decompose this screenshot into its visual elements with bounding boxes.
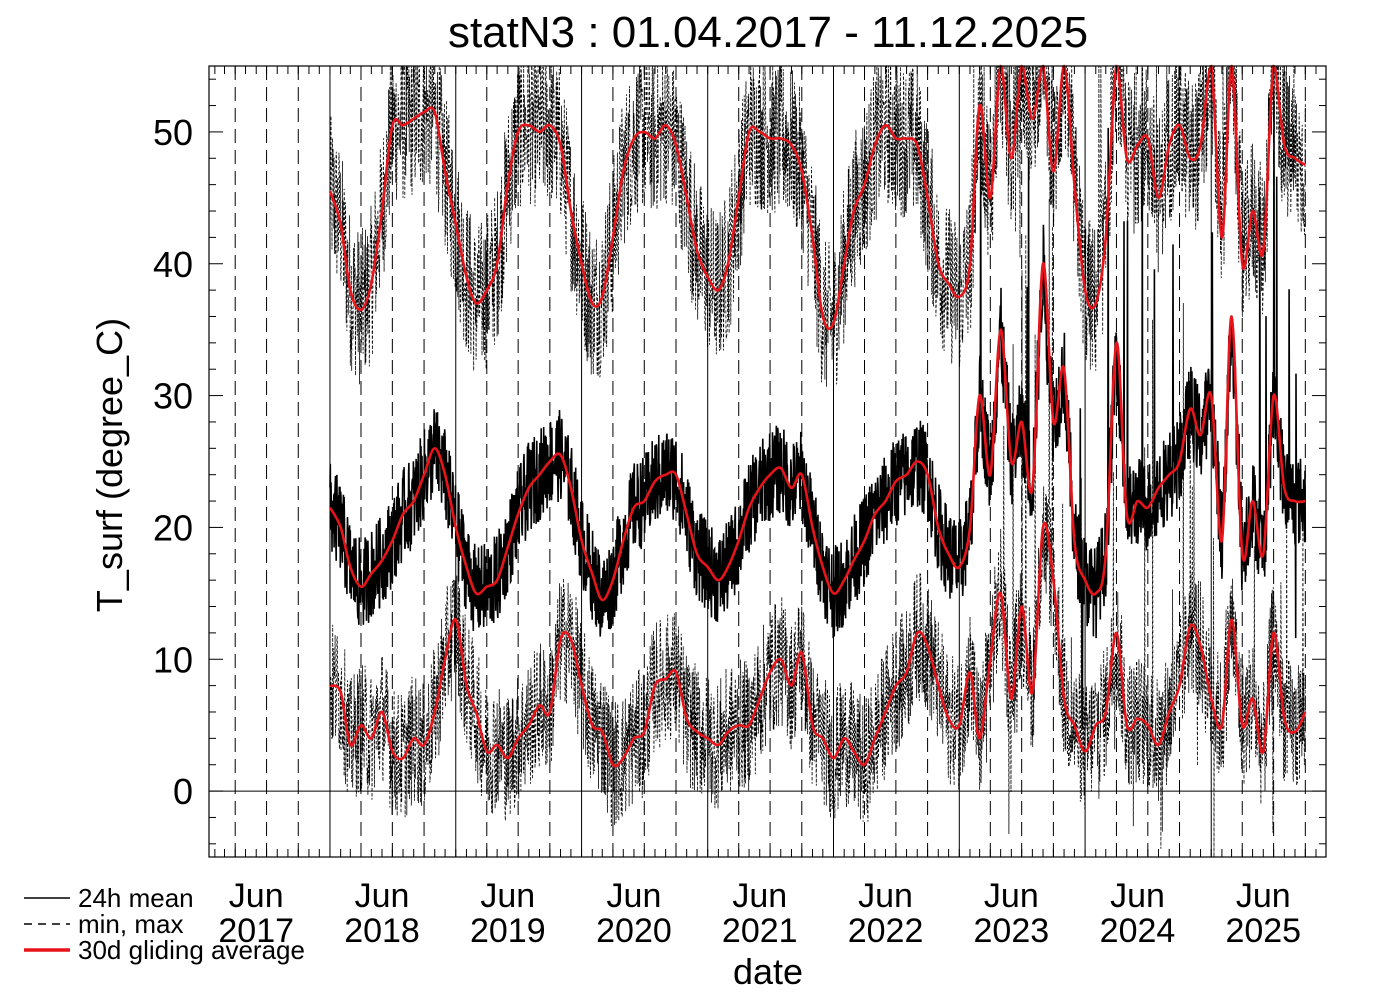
x-tick-year: 2018 xyxy=(344,912,420,950)
x-tick-year: 2017 xyxy=(218,912,294,950)
x-tick-year: 2024 xyxy=(1100,912,1176,950)
x-tick-month: Jun xyxy=(229,877,284,915)
x-tick-year: 2020 xyxy=(596,912,672,950)
x-axis-label: date xyxy=(733,951,803,992)
x-tick-month: Jun xyxy=(607,877,662,915)
x-tick-year: 2021 xyxy=(722,912,798,950)
y-tick-label: 0 xyxy=(173,771,193,812)
series-line-mean xyxy=(328,262,1306,602)
mean-raw-trace xyxy=(329,100,1307,729)
y-tick-label: 50 xyxy=(153,112,193,153)
raw-data-traces xyxy=(329,65,1307,858)
x-tick-month: Jun xyxy=(858,877,913,915)
x-tick-month: Jun xyxy=(1236,877,1291,915)
plot-frame xyxy=(208,65,1327,858)
series-line-max xyxy=(328,64,1307,330)
y-tick-label: 30 xyxy=(153,376,193,417)
y-tick-label: 20 xyxy=(153,507,193,548)
y-axis-label: T_surf (degree_C) xyxy=(89,318,130,612)
chart-title: statN3 : 01.04.2017 - 11.12.2025 xyxy=(448,8,1088,57)
legend-label: 24h mean xyxy=(78,883,194,913)
legend-label: min, max xyxy=(78,909,183,939)
legend-label: 30d gliding average xyxy=(78,935,305,965)
x-tick-month: Jun xyxy=(355,877,410,915)
series-line-min xyxy=(329,521,1307,768)
x-tick-month: Jun xyxy=(480,877,535,915)
y-tick-label: 10 xyxy=(153,639,193,680)
x-tick-year: 2019 xyxy=(470,912,546,950)
series-lines xyxy=(328,64,1307,768)
x-tick-month: Jun xyxy=(984,877,1039,915)
x-tick-month: Jun xyxy=(1110,877,1165,915)
x-tick-year: 2022 xyxy=(848,912,924,950)
axes: 01020304050Jun2017Jun2018Jun2019Jun2020J… xyxy=(153,65,1327,950)
x-tick-year: 2023 xyxy=(974,912,1050,950)
y-tick-label: 40 xyxy=(153,244,193,285)
min-raw-trace xyxy=(329,199,1306,858)
x-tick-month: Jun xyxy=(732,877,787,915)
x-tick-year: 2025 xyxy=(1225,912,1301,950)
max-raw-trace xyxy=(329,65,1306,387)
